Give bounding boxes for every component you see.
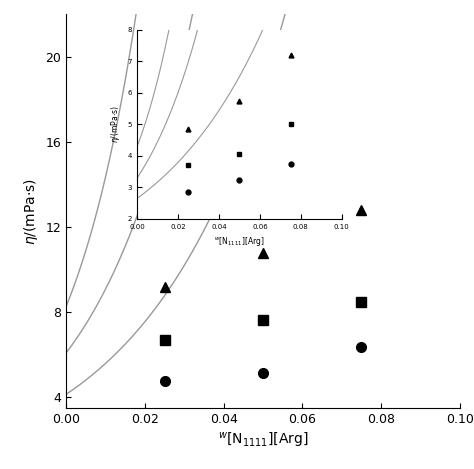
Y-axis label: $\eta$/(mPa$\cdot$s): $\eta$/(mPa$\cdot$s)	[22, 177, 40, 245]
X-axis label: $^w$[N$_{1111}$][Arg]: $^w$[N$_{1111}$][Arg]	[218, 431, 309, 450]
